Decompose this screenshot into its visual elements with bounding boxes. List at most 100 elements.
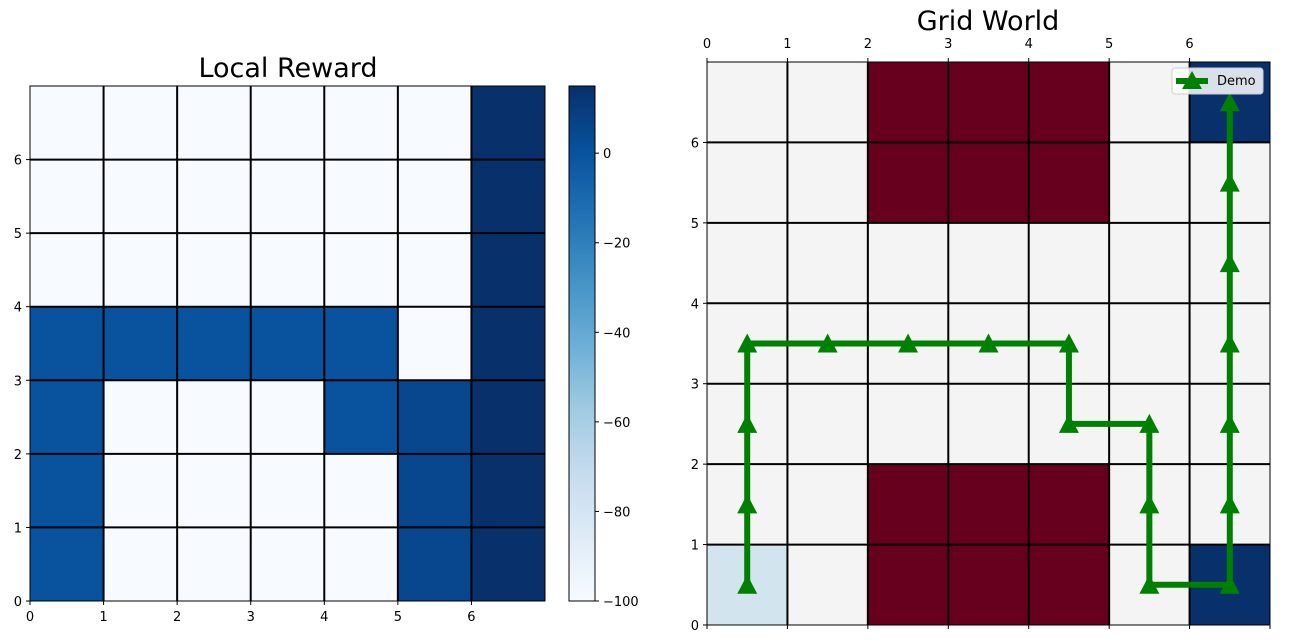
grid-cell-empty bbox=[787, 142, 869, 224]
left-cell bbox=[324, 159, 399, 234]
left-cell bbox=[324, 233, 399, 308]
demo-point-marker bbox=[1219, 172, 1240, 192]
right-chart-title: Grid World bbox=[917, 6, 1060, 37]
left-cell bbox=[250, 380, 325, 455]
demo-point-marker bbox=[737, 494, 758, 514]
left-x-tick-label: 5 bbox=[394, 610, 402, 625]
colorbar-tick-label: −60 bbox=[603, 416, 630, 431]
left-cell bbox=[103, 380, 178, 455]
right-y-tick-label: 6 bbox=[691, 136, 699, 151]
grid-cell-wall bbox=[948, 544, 1030, 626]
left-cell bbox=[177, 233, 252, 308]
grid-cell-wall bbox=[1028, 464, 1110, 546]
colorbar-tick-label: 0 bbox=[603, 147, 611, 162]
demo-point-marker bbox=[737, 413, 758, 433]
left-cell bbox=[471, 527, 546, 602]
grid-cell-wall bbox=[948, 142, 1030, 224]
right-y-tick-label: 0 bbox=[691, 619, 699, 634]
grid-cell-wall bbox=[948, 62, 1030, 143]
demo-point-marker bbox=[1219, 253, 1240, 273]
left-cell bbox=[324, 380, 399, 455]
right-x-tick-label: 0 bbox=[703, 37, 711, 52]
left-chart-title: Local Reward bbox=[198, 53, 377, 84]
left-cell bbox=[30, 380, 105, 455]
left-heatmap-cells bbox=[30, 86, 546, 602]
right-y-tick-label: 4 bbox=[691, 297, 699, 312]
grid-cell-wall bbox=[867, 142, 949, 224]
grid-cell-empty bbox=[707, 142, 788, 224]
left-y-tick-label: 1 bbox=[14, 521, 22, 536]
left-cell bbox=[250, 233, 325, 308]
grid-cell-empty bbox=[707, 62, 788, 143]
left-cell bbox=[250, 159, 325, 234]
left-cell bbox=[397, 86, 472, 161]
left-x-tick-label: 1 bbox=[99, 610, 107, 625]
colorbar-axis: −100 −80 −60 −40 −20 0 bbox=[595, 147, 639, 610]
demo-point-marker bbox=[737, 574, 758, 594]
left-y-tick-label: 0 bbox=[14, 595, 22, 610]
grid-cell-empty bbox=[707, 222, 788, 304]
right-x-tick-label: 6 bbox=[1185, 37, 1193, 52]
left-cell bbox=[250, 527, 325, 602]
left-x-axis: 0 1 2 3 4 5 6 bbox=[26, 601, 476, 625]
left-cell bbox=[250, 453, 325, 528]
demo-point-marker bbox=[1219, 92, 1240, 112]
grid-cell-wall bbox=[948, 464, 1030, 546]
grid-world-chart: Grid World 0 1 2 3 4 5 6 0 1 2 3 4 5 6 Demo bbox=[691, 6, 1271, 634]
left-x-tick-label: 2 bbox=[173, 610, 181, 625]
grid-cell-empty bbox=[787, 383, 869, 465]
grid-cell-empty bbox=[948, 222, 1030, 304]
right-y-tick-label: 3 bbox=[691, 378, 699, 393]
right-x-tick-label: 4 bbox=[1025, 37, 1033, 52]
demo-point-marker bbox=[817, 333, 838, 353]
demo-point-marker bbox=[1139, 494, 1160, 514]
left-cell bbox=[30, 233, 105, 308]
left-cell bbox=[177, 527, 252, 602]
grid-cell-wall bbox=[867, 544, 949, 626]
grid-cell-wall bbox=[867, 62, 949, 143]
grid-cell-wall bbox=[867, 464, 949, 546]
left-cell bbox=[471, 159, 546, 234]
left-cell bbox=[250, 86, 325, 161]
demo-series bbox=[737, 92, 1240, 594]
right-y-axis: 0 1 2 3 4 5 6 bbox=[691, 136, 707, 634]
right-x-tick-label: 2 bbox=[864, 37, 872, 52]
left-cell bbox=[103, 527, 178, 602]
right-plot-frame bbox=[706, 61, 1271, 626]
right-y-tick-label: 1 bbox=[691, 539, 699, 554]
left-cell bbox=[397, 159, 472, 234]
grid-cell-empty bbox=[867, 383, 949, 465]
left-cell bbox=[30, 159, 105, 234]
demo-point-marker bbox=[1219, 413, 1240, 433]
left-y-tick-label: 5 bbox=[14, 227, 22, 242]
demo-point-marker bbox=[737, 333, 758, 353]
colorbar-tick-label: −100 bbox=[603, 595, 639, 610]
legend: Demo bbox=[1171, 67, 1264, 95]
grid-cell-empty bbox=[1109, 222, 1191, 304]
left-y-tick-label: 3 bbox=[14, 374, 22, 389]
left-cell bbox=[177, 380, 252, 455]
left-y-tick-label: 6 bbox=[14, 154, 22, 169]
left-cell bbox=[30, 527, 105, 602]
left-x-tick-label: 3 bbox=[247, 610, 255, 625]
local-reward-chart: Local Reward 0 1 2 3 4 5 6 0 1 2 3 4 5 6 bbox=[14, 53, 546, 625]
left-cell bbox=[103, 86, 178, 161]
left-cell bbox=[30, 86, 105, 161]
left-x-tick-label: 0 bbox=[26, 610, 34, 625]
grid-cell-empty bbox=[1109, 303, 1191, 385]
grid-cell-wall bbox=[1028, 544, 1110, 626]
grid-cell-empty bbox=[867, 222, 949, 304]
demo-point-marker bbox=[1139, 413, 1160, 433]
right-x-tick-label: 1 bbox=[783, 37, 791, 52]
left-x-tick-label: 6 bbox=[467, 610, 475, 625]
right-x-tick-label: 5 bbox=[1105, 37, 1113, 52]
demo-point-marker bbox=[898, 333, 919, 353]
left-cell bbox=[324, 527, 399, 602]
left-cell bbox=[30, 306, 105, 381]
left-y-tick-label: 4 bbox=[14, 301, 22, 316]
left-cell bbox=[471, 233, 546, 308]
colorbar-tick-label: −80 bbox=[603, 505, 630, 520]
colorbar-gradient bbox=[568, 85, 596, 602]
grid-cell-empty bbox=[1109, 142, 1191, 224]
